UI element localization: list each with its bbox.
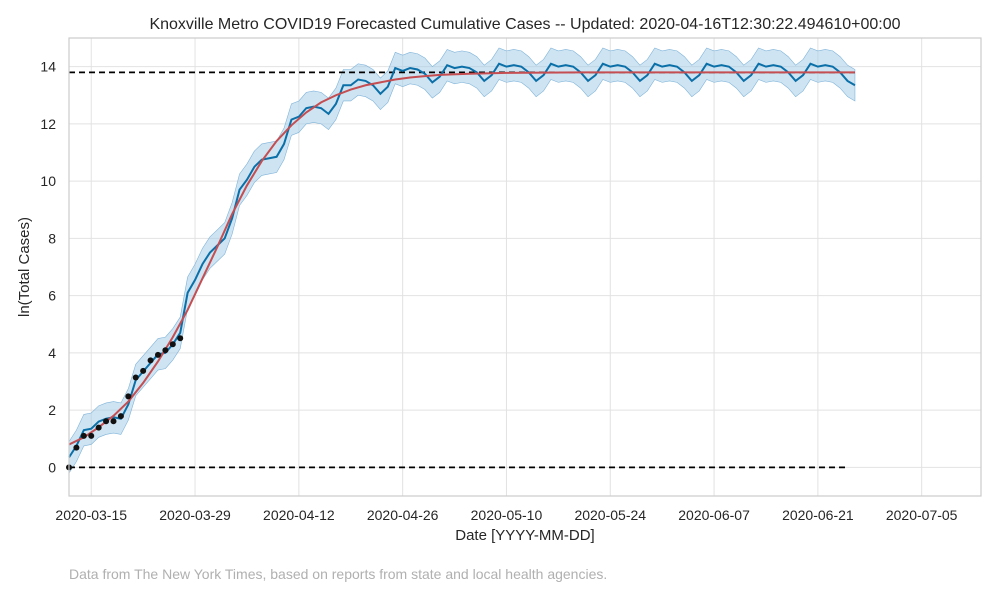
x-tick-labels: 2020-03-15 2020-03-29 2020-04-12 2020-04-26… <box>55 507 957 523</box>
fit-curve <box>68 71 855 446</box>
y-tick-label: 14 <box>40 59 56 75</box>
observed-point <box>117 413 124 420</box>
observed-point <box>73 444 80 451</box>
x-tick-label: 2020-06-07 <box>678 507 750 523</box>
forecast-confidence-band <box>68 47 856 475</box>
observed-point <box>169 341 176 348</box>
x-tick-label: 2020-03-29 <box>159 507 231 523</box>
x-tick-label: 2020-04-12 <box>263 507 335 523</box>
observed-point <box>125 393 132 400</box>
plot-frame <box>68 37 982 497</box>
observed-point <box>95 424 102 431</box>
fit-curve-line <box>68 71 855 446</box>
observed-point <box>88 432 95 439</box>
y-tick-label: 4 <box>48 345 56 361</box>
y-tick-label: 2 <box>48 402 56 418</box>
y-tick-label: 12 <box>40 116 56 132</box>
y-tick-label: 0 <box>48 459 56 475</box>
y-tick-labels: 0 2 4 6 8 10 12 14 <box>40 59 56 476</box>
reference-lines <box>69 71 855 469</box>
x-axis-label: Date [YYYY-MM-DD] <box>455 527 594 544</box>
observed-point <box>132 374 139 381</box>
chart-title: Knoxville Metro COVID19 Forecasted Cumul… <box>149 16 900 33</box>
y-tick-label: 10 <box>40 173 56 189</box>
forecast-series-line <box>68 62 856 458</box>
source-note: Data from The New York Times, based on r… <box>69 566 608 582</box>
observed-point <box>162 347 169 354</box>
observed-point <box>177 335 184 342</box>
observed-point <box>110 418 117 425</box>
forecast-line <box>68 62 856 458</box>
x-tick-label: 2020-03-15 <box>55 507 127 523</box>
observed-points <box>66 335 184 471</box>
observed-point <box>103 418 110 425</box>
x-tick-label: 2020-04-26 <box>367 507 439 523</box>
x-tick-label: 2020-05-24 <box>574 507 646 523</box>
observed-point <box>80 432 87 439</box>
y-tick-label: 8 <box>48 230 56 246</box>
observed-point <box>154 351 161 358</box>
y-tick-label: 6 <box>48 288 56 304</box>
x-tick-label: 2020-06-21 <box>782 507 854 523</box>
forecast-band <box>68 47 856 475</box>
x-tick-label: 2020-07-05 <box>886 507 958 523</box>
observed-point <box>147 357 154 364</box>
x-tick-label: 2020-05-10 <box>471 507 543 523</box>
y-axis-label: ln(Total Cases) <box>16 217 33 317</box>
observed-point <box>140 367 147 374</box>
